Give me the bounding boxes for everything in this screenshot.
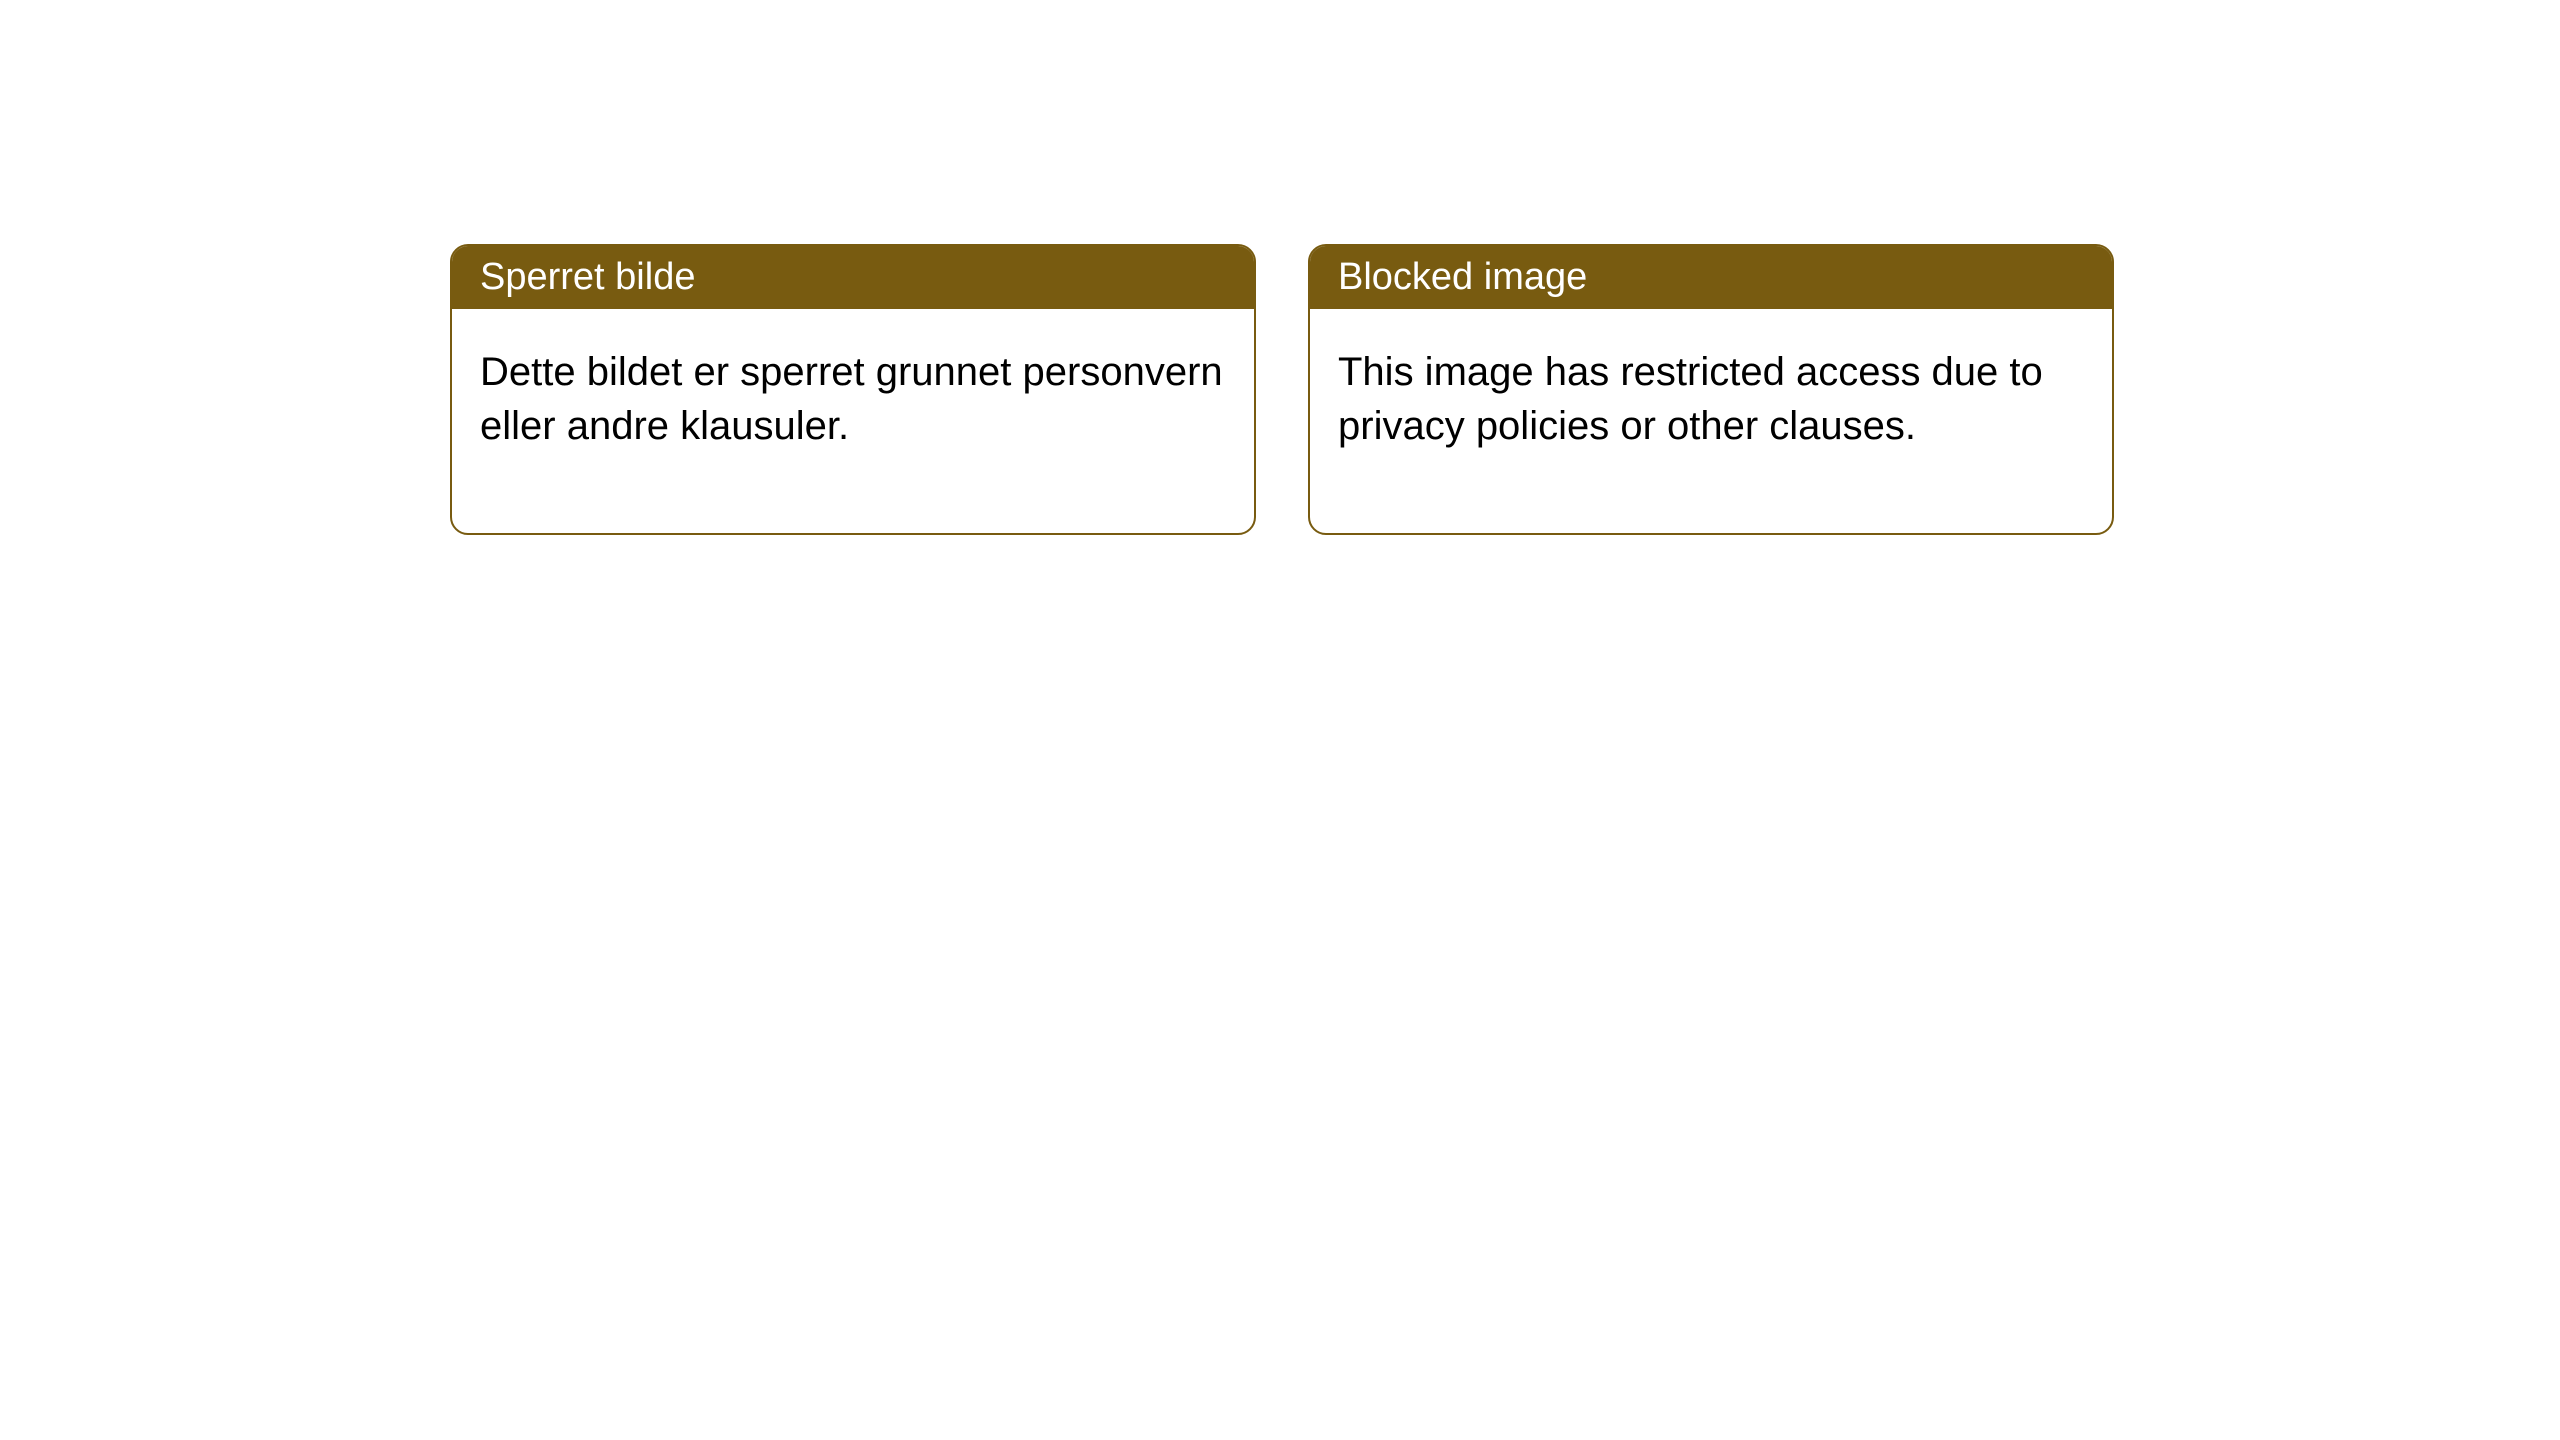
notice-body-text: Dette bildet er sperret grunnet personve… — [480, 350, 1223, 448]
notice-container: Sperret bilde Dette bildet er sperret gr… — [0, 0, 2560, 535]
notice-title: Sperret bilde — [480, 256, 695, 298]
notice-box-english: Blocked image This image has restricted … — [1308, 244, 2114, 535]
notice-body: This image has restricted access due to … — [1310, 309, 2112, 533]
notice-title: Blocked image — [1338, 256, 1587, 298]
notice-header: Blocked image — [1310, 246, 2112, 309]
notice-header: Sperret bilde — [452, 246, 1254, 309]
notice-body-text: This image has restricted access due to … — [1338, 350, 2043, 448]
notice-body: Dette bildet er sperret grunnet personve… — [452, 309, 1254, 533]
notice-box-norwegian: Sperret bilde Dette bildet er sperret gr… — [450, 244, 1256, 535]
